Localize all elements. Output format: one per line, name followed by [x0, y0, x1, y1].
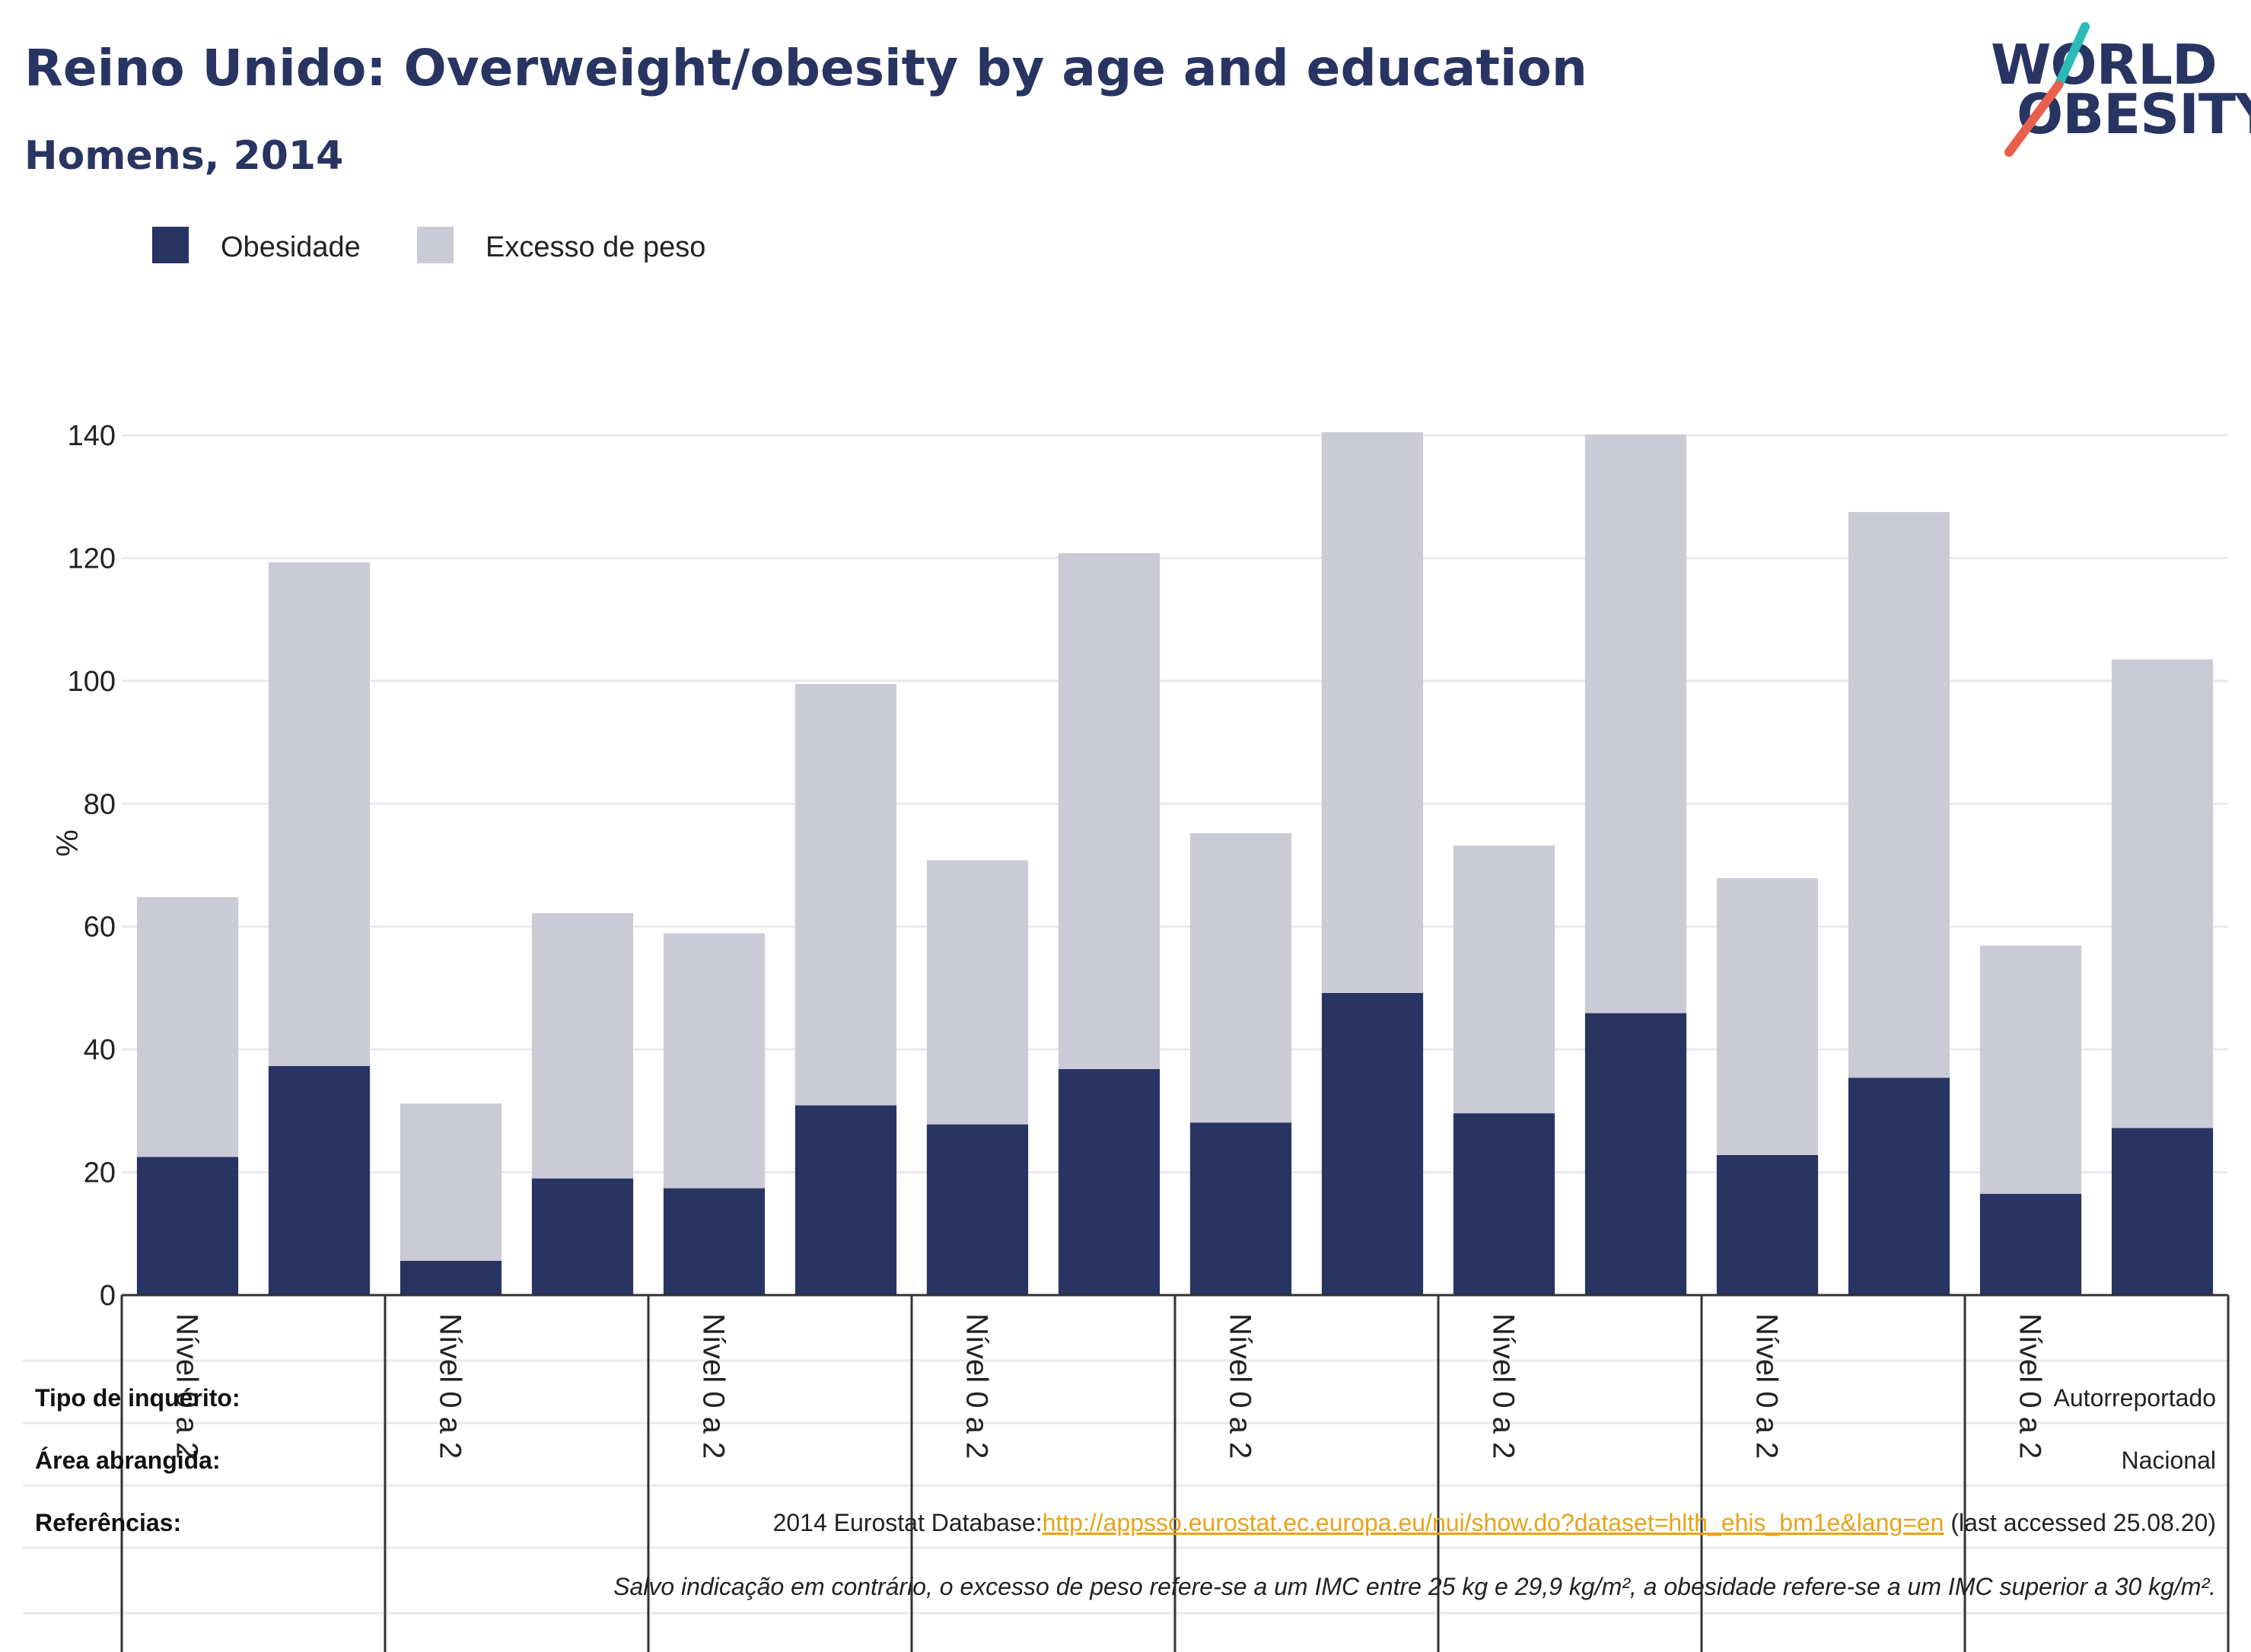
bar-overweight [531, 912, 634, 1179]
y-tick-label: 40 [84, 1034, 116, 1066]
bar-overweight [1584, 434, 1687, 1014]
x-tick-label: Nível 0 a 2 [434, 1313, 467, 1459]
x-tick-label: Nível 0 a 2 [1750, 1313, 1784, 1459]
y-tick-label: 100 [68, 666, 116, 698]
bars [122, 431, 2228, 1297]
x-tick-label: Nível 0 a 2 [1224, 1313, 1257, 1459]
bar-obesity [1716, 1154, 1819, 1295]
bar-overweight [1321, 431, 1424, 993]
bar-obesity [1189, 1122, 1292, 1295]
bar-obesity [1848, 1077, 1950, 1295]
bar-overweight [1453, 845, 1555, 1114]
bar-obesity [268, 1065, 371, 1295]
y-tick-label: 120 [68, 543, 116, 575]
bar-overweight [1058, 552, 1161, 1069]
bar-overweight [2111, 659, 2214, 1128]
survey-type-label: Tipo de inquérito: [35, 1384, 240, 1412]
logo-line1: WORLD [1991, 33, 2217, 97]
y-tick-label: 60 [84, 912, 116, 944]
y-tick-label: 0 [100, 1280, 116, 1312]
bar-overweight [1979, 945, 2082, 1194]
logo-slash-coral [2004, 81, 2063, 157]
footer: Tipo de inquérito: Autorreportado Área a… [35, 1384, 2216, 1600]
footer-table [23, 1359, 2228, 1615]
bar-obesity [1058, 1068, 1161, 1295]
bar-overweight [663, 933, 766, 1189]
y-tick-label: 80 [84, 788, 116, 820]
x-tick-label: Nível 0 a 2 [170, 1313, 204, 1459]
x-tick-label: Nível 0 a 2 [2014, 1313, 2047, 1459]
references-suffix: (last accessed 25.08.20) [1944, 1509, 2216, 1536]
bar-obesity [136, 1157, 239, 1295]
bar-obesity [531, 1178, 634, 1295]
references-value: 2014 Eurostat Database:http://appsso.eur… [773, 1509, 2216, 1536]
bar-overweight [1848, 511, 1950, 1078]
y-tick-label: 20 [84, 1157, 116, 1189]
chart-subtitle: Homens, 2014 [24, 133, 343, 179]
references-label: Referências: [35, 1509, 181, 1536]
coverage-label: Área abrangida: [35, 1447, 221, 1474]
y-tick-label: 140 [68, 420, 116, 452]
bar-overweight [136, 896, 239, 1157]
x-tick-label: Nível 0 a 2 [960, 1313, 994, 1459]
bar-obesity [794, 1105, 897, 1295]
x-tick-label: Nível 0 a 2 [1487, 1313, 1520, 1459]
bar-overweight [400, 1103, 502, 1261]
x-axis-ticks: Nível 0 a 2 Nível 0 a 2 Nível 0 a 2 Nível 0… [120, 1295, 2230, 1652]
chart-title: Reino Unido: Overweight/obesity by age a… [24, 39, 1587, 97]
bar-obesity [926, 1124, 1029, 1295]
y-axis-ticks: 0 20 40 60 80 100 120 140 [68, 420, 116, 1312]
legend-label: Obesidade [221, 231, 361, 263]
bar-overweight [268, 562, 371, 1066]
bar-obesity [663, 1188, 766, 1295]
references-prefix: 2014 Eurostat Database: [773, 1509, 1043, 1536]
legend-swatch [417, 227, 454, 263]
x-tick-label: Nível 0 a 2 [697, 1313, 731, 1459]
legend-swatch [152, 227, 189, 263]
bar-overweight [1189, 833, 1292, 1123]
bar-obesity [1584, 1013, 1687, 1295]
references-link[interactable]: http://appsso.eurostat.ec.europa.eu/nui/… [1043, 1509, 1944, 1536]
bar-obesity [2111, 1128, 2214, 1295]
world-obesity-logo: WORLD OBESITY [1991, 22, 2251, 157]
coverage-value: Nacional [2121, 1447, 2216, 1474]
survey-type-value: Autorreportado [2054, 1384, 2216, 1412]
bmi-note: Salvo indicação em contrário, o excesso … [613, 1573, 2216, 1600]
legend: Obesidade Excesso de peso [152, 227, 705, 263]
bar-overweight [926, 860, 1029, 1125]
legend-label: Excesso de peso [486, 231, 705, 263]
bar-obesity [1979, 1193, 2082, 1295]
y-axis-label: % [49, 829, 83, 857]
bar-obesity [400, 1260, 502, 1295]
bar-obesity [1321, 992, 1424, 1295]
logo-slash-teal [2054, 22, 2090, 90]
bar-obesity [1453, 1113, 1555, 1295]
bar-overweight [1716, 877, 1819, 1155]
bar-overweight [794, 683, 897, 1106]
